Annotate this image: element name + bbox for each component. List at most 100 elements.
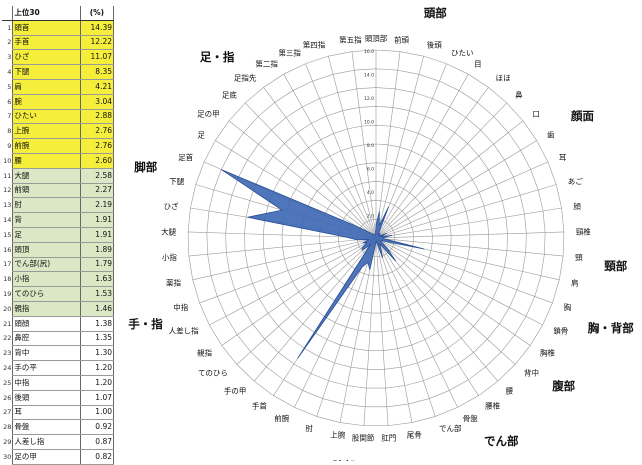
rank-cell: 15 <box>3 230 12 239</box>
table-row: 9 前腕 2.76 <box>2 138 115 154</box>
rank-cell: 17 <box>3 260 12 269</box>
category-label: 下腿 <box>169 177 184 186</box>
name-cell: 頭頂 <box>12 242 81 258</box>
table-row: 25 中指 1.20 <box>2 375 115 391</box>
group-label: 足・指 <box>200 50 235 64</box>
grid-spoke <box>375 237 531 346</box>
tick-label: 6.0 <box>367 167 374 173</box>
group-label: 頸部 <box>604 259 627 273</box>
category-label: 第二指 <box>255 59 278 69</box>
rank-cell: 27 <box>3 408 12 417</box>
rank-cell: 26 <box>3 393 12 402</box>
name-cell: 小指 <box>12 271 81 288</box>
group-label: 頭部 <box>424 6 447 20</box>
grid-spoke <box>263 87 377 239</box>
name-cell: 手首 <box>12 35 81 51</box>
category-label: 歯 <box>547 129 555 139</box>
rank-cell: 21 <box>3 319 12 328</box>
category-label: 鎖骨 <box>553 326 568 336</box>
rank-cell: 29 <box>3 438 12 446</box>
grid-spoke <box>375 51 401 239</box>
value-cell: 0.87 <box>79 434 115 450</box>
grid-spoke <box>192 237 377 281</box>
rank-header <box>2 6 13 21</box>
grid-spoke <box>316 237 377 417</box>
name-cell: 中指 <box>12 375 81 391</box>
name-cell: てのひら <box>12 286 81 302</box>
rank-cell: 7 <box>7 112 12 121</box>
value-cell: 2.88 <box>79 109 115 125</box>
group-label: 腹部 <box>552 379 575 393</box>
value-cell: 1.20 <box>79 375 115 391</box>
grid-spoke <box>236 237 377 365</box>
name-cell: 腕 <box>12 94 81 110</box>
rank-cell: 24 <box>3 364 12 373</box>
grid-ring <box>187 49 565 426</box>
grid-spoke <box>351 51 377 239</box>
category-label: 薬指 <box>166 278 181 288</box>
category-label: 足指先 <box>234 73 257 83</box>
category-label: 尾骨 <box>407 430 422 439</box>
rank-cell: 28 <box>3 423 12 432</box>
series-area <box>221 169 425 359</box>
tick-label: 2.0 <box>367 214 374 220</box>
category-label: 顔 <box>573 201 581 211</box>
table-row: 17 でん部(尻) 1.79 <box>2 257 115 273</box>
rank-cell: 3 <box>7 53 12 62</box>
grid-spoke <box>375 207 562 239</box>
table-row: 8 上腕 2.76 <box>2 123 115 140</box>
table-row: 28 骨盤 0.92 <box>2 419 115 436</box>
name-cell: 足の甲 <box>12 449 81 465</box>
grid-ring <box>206 68 546 408</box>
rank-cell: 19 <box>3 290 12 299</box>
value-cell: 1.35 <box>79 331 115 347</box>
name-cell: 耳 <box>12 405 81 421</box>
category-label: 頸椎 <box>576 227 592 237</box>
rank-cell: 16 <box>3 245 12 254</box>
name-cell: 足 <box>12 227 81 243</box>
tick-label: 4.0 <box>367 190 374 196</box>
category-label: 足底 <box>222 89 237 99</box>
table-row: 20 親指 1.46 <box>2 301 115 317</box>
category-label: 胸椎 <box>540 347 556 357</box>
grid-spoke <box>305 63 377 239</box>
grid-spoke <box>375 237 479 396</box>
grid-spoke <box>228 120 377 239</box>
category-label: 口 <box>532 109 540 118</box>
name-cell: 下腿 <box>12 64 81 80</box>
value-cell: 1.63 <box>79 271 115 288</box>
name-cell: ひざ <box>12 49 81 66</box>
category-label: 頸 <box>575 253 583 262</box>
grid-spoke <box>375 87 489 239</box>
value-cell: 1.20 <box>79 360 115 376</box>
table-row: 14 背 1.91 <box>2 212 115 228</box>
grid-ring <box>281 143 471 333</box>
radar-chart: 16.0 14.0 12.0 10.0 8.0 6.0 4.0 2.0 頭頂部 前頭後頭ひたい目ほ… <box>128 6 634 461</box>
grid-spoke <box>375 237 499 382</box>
table-row: 5 肩 4.21 <box>2 79 115 95</box>
category-label: 目 <box>474 60 482 69</box>
table-row: 15 足 1.91 <box>2 227 115 243</box>
table-row: 4 下腿 8.35 <box>2 64 115 80</box>
value-cell: 1.91 <box>79 227 115 243</box>
category-label: 肘 <box>305 424 313 433</box>
rank-cell: 23 <box>3 349 12 358</box>
table-row: 1 頭首 14.39 <box>2 20 115 36</box>
grid-spoke <box>375 237 458 408</box>
grid-spoke <box>363 237 377 426</box>
name-cell: 上腕 <box>12 123 81 140</box>
category-label: 親指 <box>197 347 212 357</box>
grid-spoke <box>253 237 377 382</box>
value-cell: 1.07 <box>79 390 115 406</box>
name-cell: 人差し指 <box>12 434 81 450</box>
category-label: あご <box>568 176 583 186</box>
category-label: 中指 <box>173 302 188 312</box>
grid-spoke <box>221 237 377 346</box>
category-label: 第五指 <box>339 35 362 45</box>
grid-ring <box>319 181 433 295</box>
value-cell: 2.27 <box>79 183 115 199</box>
value-cell: 1.46 <box>79 301 115 317</box>
rank-cell: 4 <box>7 68 12 77</box>
table-row: 6 腕 3.04 <box>2 94 115 110</box>
grid-ring <box>338 200 414 276</box>
